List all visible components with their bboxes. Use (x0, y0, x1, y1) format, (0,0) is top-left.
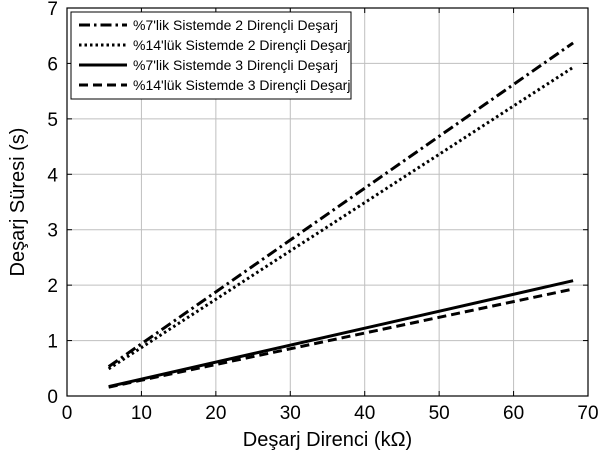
x-tick-label: 70 (577, 403, 598, 424)
y-tick-label: 4 (47, 165, 58, 186)
x-tick-label: 30 (280, 403, 301, 424)
series-lines (107, 41, 574, 389)
x-tick-label: 60 (503, 403, 524, 424)
legend-label: %7'lik Sistemde 2 Dirençli Deşarj (133, 17, 338, 33)
x-tick-label: 0 (62, 403, 73, 424)
x-tick-label: 20 (205, 403, 226, 424)
ticks (66, 7, 589, 397)
legend-label: %14'lük Sistemde 2 Dirençli Deşarj (133, 37, 350, 53)
series-line-2 (107, 66, 574, 371)
series-line-3 (108, 279, 574, 389)
y-tick-label: 2 (47, 276, 58, 297)
legend-label: %7'lik Sistemde 3 Dirençli Deşarj (133, 57, 338, 73)
tick-labels: 0 10 20 30 40 50 60 70 0 1 2 3 4 5 6 7 (47, 0, 598, 424)
y-tick-label: 0 (47, 387, 58, 408)
x-tick-label: 10 (131, 403, 152, 424)
y-tick-label: 7 (47, 0, 58, 20)
series-line-1 (107, 41, 574, 368)
plot-frame (66, 7, 589, 397)
legend: %7'lik Sistemde 2 Dirençli Deşarj %14'lük… (70, 11, 352, 100)
x-tick-label: 50 (429, 403, 450, 424)
y-axis-label: Deşarj Süresi (s) (7, 128, 29, 277)
series-line-4 (108, 287, 574, 389)
y-tick-label: 3 (47, 221, 58, 242)
y-tick-label: 1 (47, 332, 58, 353)
y-tick-label: 5 (47, 110, 58, 131)
x-tick-label: 40 (354, 403, 375, 424)
x-axis-label: Deşarj Direnci (kΩ) (243, 429, 412, 451)
legend-label: %14'lük Sistemde 3 Dirençli Deşarj (133, 77, 350, 93)
y-tick-label: 6 (47, 54, 58, 75)
